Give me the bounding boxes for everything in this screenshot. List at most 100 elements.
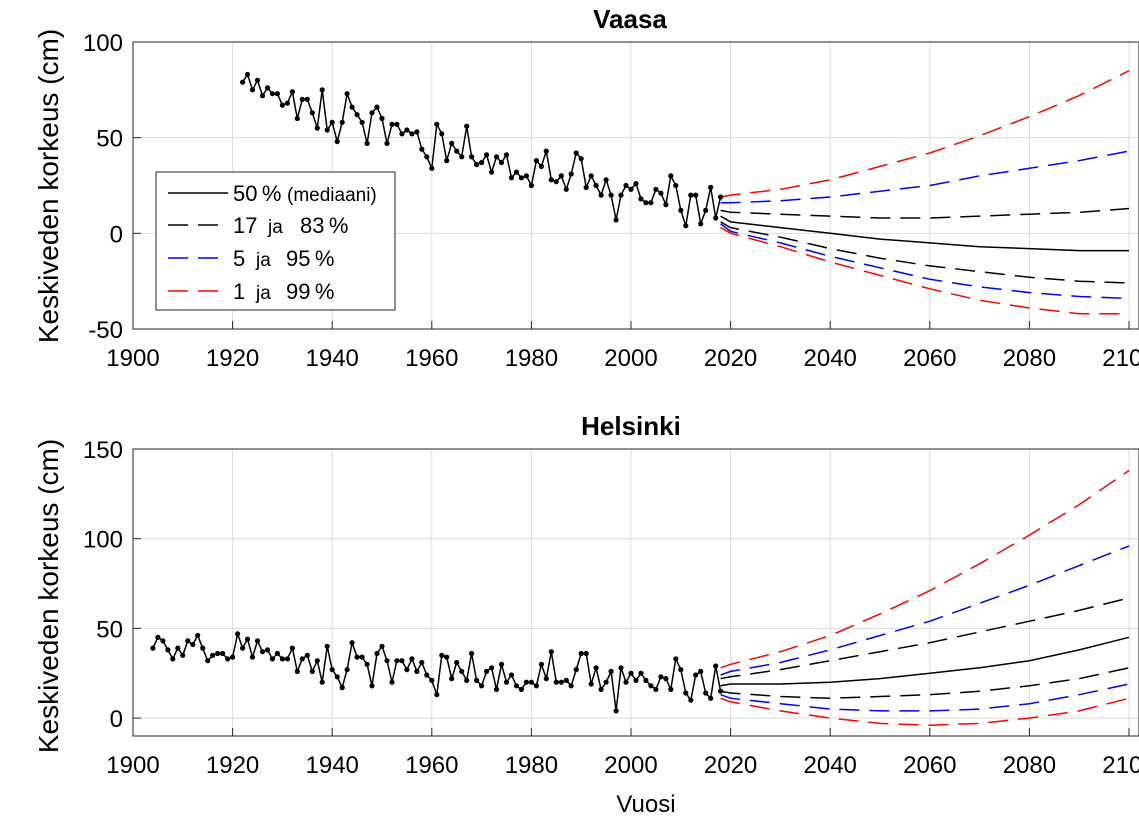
helsinki-observed-point: [628, 670, 634, 676]
vaasa-observed-point: [284, 100, 290, 106]
vaasa-observed-point: [638, 196, 644, 202]
vaasa-observed-point: [503, 152, 510, 158]
helsinki-x-tick-label: 1920: [206, 752, 259, 779]
helsinki-series-layer: [150, 469, 1130, 726]
helsinki-observed-point: [484, 668, 490, 675]
helsinki-y-tick-label: 150: [83, 437, 123, 464]
helsinki-observed-point: [294, 668, 300, 675]
vaasa-x-tick-label: 1940: [306, 345, 359, 372]
vaasa-observed-point: [593, 182, 599, 189]
vaasa-observed-point: [479, 159, 485, 166]
vaasa-observed-point: [279, 102, 285, 108]
helsinki-title: Helsinki: [581, 411, 681, 441]
helsinki-observed-point: [339, 685, 345, 691]
helsinki-plot-area: [132, 448, 1139, 737]
vaasa-observed-point: [289, 89, 295, 95]
helsinki-observed-point: [713, 663, 719, 669]
vaasa-observed-point: [543, 148, 549, 154]
helsinki-x-tick-label: 2040: [804, 752, 857, 779]
helsinki-observed-point: [354, 654, 360, 660]
vaasa-plot-area: [132, 41, 1139, 330]
vaasa-x-tick-label: 1920: [206, 345, 259, 372]
helsinki-observed-point: [439, 652, 445, 658]
helsinki-observed-point: [369, 683, 375, 689]
vaasa-observed-point: [538, 163, 545, 169]
vaasa-observed-point: [434, 121, 440, 127]
helsinki-observed-point: [533, 683, 540, 689]
legend-label-median-a: 50 %: [233, 181, 281, 206]
helsinki-observed-point: [230, 654, 236, 660]
vaasa-observed-point: [254, 77, 261, 83]
helsinki-observed-point: [688, 697, 694, 703]
helsinki-observed-point: [165, 647, 171, 653]
helsinki-observed-point: [469, 650, 475, 657]
vaasa-projection-6: [720, 226, 1129, 315]
vaasa-observed-point: [493, 154, 500, 160]
legend-label-median-b: (mediaani): [287, 185, 377, 206]
vaasa-observed-point: [444, 158, 450, 164]
helsinki-observed-point: [513, 683, 520, 689]
helsinki-observed-point: [618, 665, 624, 671]
helsinki-observed-point: [528, 679, 535, 685]
vaasa-observed-point: [523, 173, 530, 179]
helsinki-observed-point: [493, 686, 500, 693]
vaasa-observed-point: [299, 96, 305, 102]
helsinki-observed-point: [503, 679, 510, 685]
helsinki-observed-line: [152, 631, 722, 711]
helsinki-observed-point: [658, 674, 664, 680]
helsinki-observed-point: [613, 708, 619, 714]
helsinki-observed-point: [319, 679, 325, 685]
helsinki-observed-point: [498, 661, 505, 667]
helsinki-observed-point: [210, 652, 216, 658]
helsinki-observed-point: [603, 679, 609, 685]
helsinki-observed-point: [648, 683, 654, 689]
helsinki-observed-point: [170, 656, 176, 662]
vaasa-observed-point: [484, 152, 490, 158]
vaasa-observed-point: [404, 127, 410, 133]
vaasa-observed-point: [658, 190, 664, 196]
helsinki-observed-point: [259, 649, 266, 655]
vaasa-observed-point: [314, 125, 320, 131]
helsinki-observed-point: [633, 677, 639, 684]
vaasa-observed-point: [269, 91, 275, 97]
helsinki-observed-point: [389, 679, 395, 685]
helsinki-observed-point: [479, 683, 485, 689]
vaasa-y-ticks: -50 0 50 100: [83, 30, 141, 344]
helsinki-x-tick-label: 1960: [405, 752, 458, 779]
helsinki-observed-point: [578, 650, 584, 657]
vaasa-observed-point: [533, 158, 540, 164]
vaasa-observed-point: [708, 184, 714, 190]
vaasa-observed-point: [264, 85, 271, 91]
vaasa-y-tick-label: 0: [110, 221, 123, 248]
helsinki-observed-point: [190, 641, 196, 648]
vaasa-observed-point: [459, 154, 465, 160]
helsinki-observed-point: [414, 668, 420, 675]
helsinki-projection-6: [720, 697, 1130, 726]
helsinki-observed-point: [464, 677, 470, 684]
helsinki-observed-point: [623, 679, 629, 685]
legend-label-1-ja: ja: [255, 283, 271, 304]
vaasa-observed-point: [349, 104, 355, 110]
helsinki-observed-point: [284, 656, 290, 662]
helsinki-observed-point: [404, 667, 410, 673]
helsinki-observed-point: [643, 677, 649, 684]
vaasa-observed-point: [359, 119, 365, 125]
vaasa-projection-4: [720, 221, 1130, 284]
vaasa-observed-point: [424, 154, 430, 160]
vaasa-observed-point: [399, 131, 405, 137]
vaasa-projection-3: [720, 215, 1129, 252]
helsinki-observed-point: [508, 672, 515, 678]
vaasa-observed-point: [528, 182, 535, 189]
helsinki-observed-point: [349, 640, 355, 646]
helsinki-observed-point: [409, 656, 415, 662]
vaasa-observed-point: [498, 159, 505, 166]
helsinki-observed-point: [678, 667, 684, 673]
helsinki-x-tick-label: 2000: [604, 752, 657, 779]
vaasa-observed-point: [414, 129, 420, 135]
vaasa-series-layer: [240, 70, 1130, 315]
helsinki-observed-point: [314, 658, 320, 664]
vaasa-observed-point: [678, 207, 684, 213]
vaasa-observed-point: [683, 223, 689, 229]
